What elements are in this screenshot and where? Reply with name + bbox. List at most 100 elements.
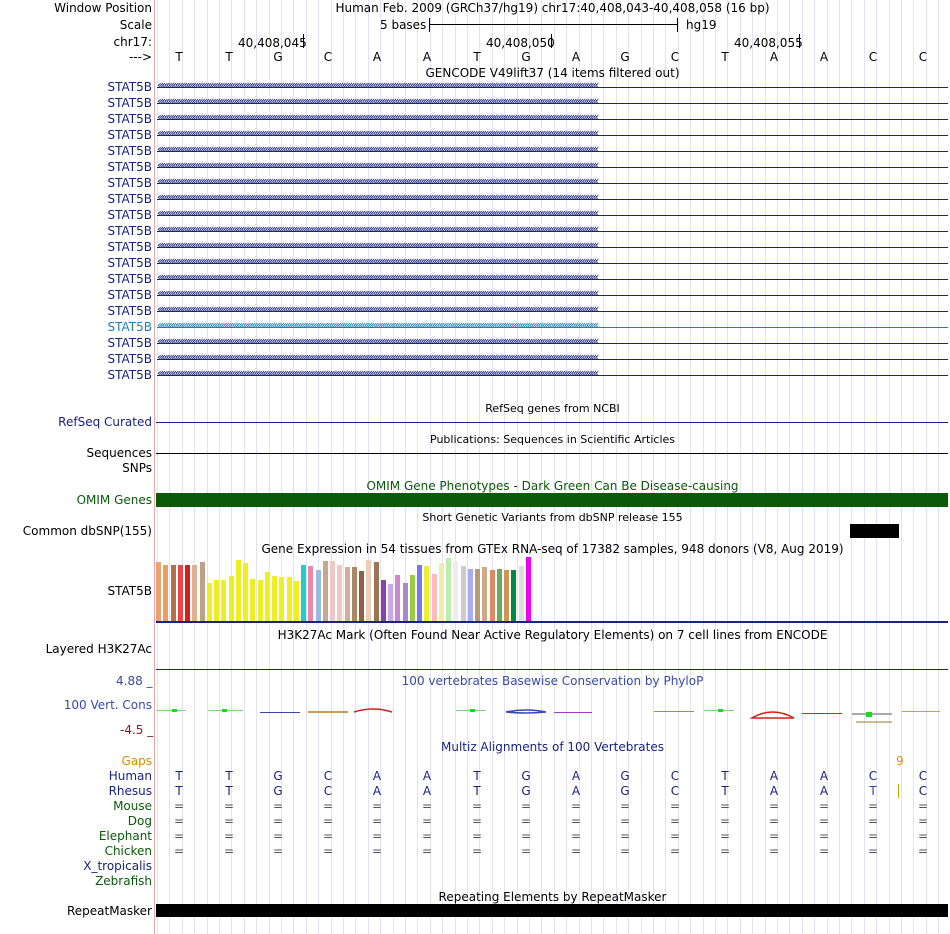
gtex-tissue-bar[interactable] (511, 570, 517, 621)
gtex-tissue-bar[interactable] (467, 569, 473, 621)
publications-label[interactable]: Sequences (86, 446, 152, 460)
gtex-tissue-bar[interactable] (453, 562, 459, 621)
gtex-tissue-bar[interactable] (264, 572, 270, 621)
gencode-transcript[interactable]: ‹‹‹‹‹‹‹‹‹‹‹‹‹‹‹‹‹‹‹‹‹‹‹‹‹‹‹‹‹‹‹‹‹‹‹‹‹‹‹‹… (157, 222, 599, 236)
gencode-transcript[interactable]: ‹‹‹‹‹‹‹‹‹‹‹‹‹‹‹‹‹‹‹‹‹‹‹‹‹‹‹‹‹‹‹‹‹‹‹‹‹‹‹‹… (157, 366, 599, 380)
gencode-item-label[interactable]: STAT5B (107, 128, 153, 142)
gencode-transcript[interactable]: ‹‹‹‹‹‹‹‹‹‹‹‹‹‹‹‹‹‹‹‹‹‹‹‹‹‹‹‹‹‹‹‹‹‹‹‹‹‹‹‹… (157, 174, 599, 188)
gencode-item-label[interactable]: STAT5B (107, 112, 153, 126)
gtex-tissue-bar[interactable] (496, 569, 502, 621)
dbsnp-label[interactable]: Common dbSNP(155) (22, 524, 152, 538)
gtex-tissue-bar[interactable] (272, 576, 277, 621)
gtex-tissue-bar[interactable] (395, 575, 401, 621)
multiz-species-label[interactable]: Zebrafish (95, 874, 152, 888)
gencode-item-label[interactable]: STAT5B (107, 144, 153, 158)
gencode-transcript[interactable]: ‹‹‹‹‹‹‹‹‹‹‹‹‹‹‹‹‹‹‹‹‹‹‹‹‹‹‹‹‹‹‹‹‹‹‹‹‹‹‹‹… (157, 286, 599, 300)
gtex-tissue-bar[interactable] (359, 571, 364, 621)
gtex-tissue-bar[interactable] (388, 584, 393, 621)
gencode-transcript[interactable]: ‹‹‹‹‹‹‹‹‹‹‹‹‹‹‹‹‹‹‹‹‹‹‹‹‹‹‹‹‹‹‹‹‹‹‹‹‹‹‹‹… (157, 350, 599, 364)
gtex-tissue-bar[interactable] (402, 583, 408, 621)
gencode-item-label[interactable]: STAT5B (107, 240, 153, 254)
gtex-tissue-bar[interactable] (257, 580, 263, 621)
multiz-species-label[interactable]: X_tropicalis (83, 859, 152, 873)
gencode-transcript[interactable]: ‹‹‹‹‹‹‹‹‹‹‹‹‹‹‹‹‹‹‹‹‹‹‹‹‹‹‹‹‹‹‹‹‹‹‹‹‹‹‹‹… (157, 78, 599, 92)
gencode-item-label[interactable]: STAT5B (107, 336, 153, 350)
gtex-tissue-bar[interactable] (489, 570, 495, 621)
phylop-wiggle[interactable] (156, 700, 948, 730)
gencode-item-label[interactable]: STAT5B (107, 208, 153, 222)
h3k27ac-track-line[interactable] (156, 669, 948, 670)
gtex-tissue-bar[interactable] (424, 566, 430, 621)
gencode-item-label[interactable]: STAT5B (107, 80, 153, 94)
phylop-label[interactable]: 100 Vert. Cons (63, 698, 152, 712)
gencode-item-label[interactable]: STAT5B (107, 160, 153, 174)
omim-track-bar[interactable] (156, 493, 948, 507)
gtex-tissue-bar[interactable] (243, 563, 248, 621)
gtex-tissue-bar[interactable] (417, 565, 422, 621)
gtex-tissue-bar[interactable] (438, 563, 444, 621)
refseq-track-line[interactable] (156, 422, 948, 423)
gtex-tissue-bar[interactable] (156, 562, 161, 621)
gencode-item-label[interactable]: STAT5B (107, 96, 153, 110)
gtex-tissue-bar[interactable] (214, 580, 219, 621)
gtex-tissue-bar[interactable] (344, 567, 350, 621)
gtex-tissue-bar[interactable] (308, 566, 314, 621)
multiz-species-label[interactable]: Rhesus (108, 784, 152, 798)
repeatmasker-label[interactable]: RepeatMasker (66, 904, 152, 918)
multiz-species-label[interactable]: Human (108, 769, 152, 783)
gtex-tissue-bar[interactable] (235, 560, 241, 621)
gtex-bar-chart[interactable] (156, 557, 556, 621)
multiz-species-label[interactable]: Mouse (113, 799, 152, 813)
snps-label[interactable]: SNPs (122, 461, 152, 475)
gtex-tissue-bar[interactable] (518, 566, 524, 621)
gencode-item-label[interactable]: STAT5B (107, 320, 153, 334)
gtex-tissue-bar[interactable] (460, 566, 466, 621)
repeatmasker-bar[interactable] (156, 904, 948, 917)
gencode-item-label[interactable]: STAT5B (107, 352, 153, 366)
gencode-transcript[interactable]: ‹‹‹‹‹‹‹‹‹‹‹‹‹‹‹‹‹‹‹‹‹‹‹‹‹‹‹‹‹‹‹‹‹‹‹‹‹‹‹‹… (157, 334, 599, 348)
gtex-tissue-bar[interactable] (351, 567, 357, 621)
dbsnp-variant[interactable] (850, 524, 899, 538)
gtex-tissue-bar[interactable] (301, 565, 306, 621)
gtex-tissue-bar[interactable] (228, 576, 234, 621)
h3k27ac-label[interactable]: Layered H3K27Ac (45, 642, 152, 656)
gtex-tissue-bar[interactable] (221, 580, 227, 621)
gencode-transcript[interactable]: ‹‹‹‹‹‹‹‹‹‹‹‹‹‹‹‹‹‹‹‹‹‹‹‹‹‹‹‹‹‹‹‹‹‹‹‹‹‹‹‹… (157, 142, 599, 156)
gtex-tissue-bar[interactable] (286, 577, 292, 621)
gencode-transcript[interactable]: ‹‹‹‹‹‹‹‹‹‹‹‹‹‹‹‹‹‹‹‹‹‹‹‹‹‹‹‹‹‹‹‹‹‹‹‹‹‹‹‹… (157, 254, 599, 268)
gencode-transcript[interactable]: ‹‹‹‹‹‹‹‹‹‹‹‹‹‹‹‹‹‹‹‹‹‹‹‹‹‹‹‹‹‹‹‹‹‹‹‹‹‹‹‹… (157, 302, 599, 316)
gtex-tissue-bar[interactable] (525, 557, 531, 621)
multiz-species-label[interactable]: Dog (127, 814, 152, 828)
gencode-transcript[interactable]: ‹‹‹‹‹‹‹‹‹‹‹‹‹‹‹‹‹‹‹‹‹‹‹‹‹‹‹‹‹‹‹‹‹‹‹‹‹‹‹‹… (157, 206, 599, 220)
gtex-tissue-bar[interactable] (192, 565, 198, 621)
gencode-item-label[interactable]: STAT5B (107, 256, 153, 270)
gencode-transcript[interactable]: ‹‹‹‹‹‹‹‹‹‹‹‹‹‹‹‹‹‹‹‹‹‹‹‹‹‹‹‹‹‹‹‹‹‹‹‹‹‹‹‹… (157, 158, 599, 172)
gencode-item-label[interactable]: STAT5B (107, 272, 153, 286)
gencode-item-label[interactable]: STAT5B (107, 368, 153, 382)
gencode-transcript[interactable]: ‹‹‹‹‹‹‹‹‹‹‹‹‹‹‹‹‹‹‹‹‹‹‹‹‹‹‹‹‹‹‹‹‹‹‹‹‹‹‹‹… (157, 190, 599, 204)
gtex-tissue-bar[interactable] (250, 579, 256, 621)
gtex-tissue-bar[interactable] (446, 558, 451, 621)
gtex-tissue-bar[interactable] (199, 562, 205, 621)
gtex-tissue-bar[interactable] (431, 574, 437, 621)
gtex-tissue-bar[interactable] (206, 583, 212, 621)
gencode-transcript[interactable]: ‹‹‹‹‹‹‹‹‹‹‹‹‹‹‹‹‹‹‹‹‹‹‹‹‹‹‹‹‹‹‹‹‹‹‹‹‹‹‹‹… (157, 238, 599, 252)
gtex-label[interactable]: STAT5B (107, 584, 153, 598)
gtex-tissue-bar[interactable] (475, 569, 480, 621)
gtex-tissue-bar[interactable] (366, 560, 372, 621)
gtex-tissue-bar[interactable] (504, 570, 509, 621)
gtex-tissue-bar[interactable] (163, 565, 169, 621)
refseq-label[interactable]: RefSeq Curated (58, 415, 152, 429)
multiz-species-label[interactable]: Elephant (98, 829, 152, 843)
gencode-transcript[interactable]: ‹‹‹‹‹‹‹‹‹‹‹‹‹‹‹‹‹‹‹‹‹‹‹‹‹‹‹‹‹‹‹‹‹‹‹‹‹‹‹‹… (157, 94, 599, 108)
gtex-tissue-bar[interactable] (482, 567, 488, 621)
gencode-item-label[interactable]: STAT5B (107, 176, 153, 190)
gtex-tissue-bar[interactable] (373, 562, 379, 621)
omim-label[interactable]: OMIM Genes (76, 493, 152, 507)
gtex-tissue-bar[interactable] (170, 565, 176, 621)
publications-track-line[interactable] (156, 453, 948, 454)
gencode-item-label[interactable]: STAT5B (107, 192, 153, 206)
multiz-species-label[interactable]: Chicken (104, 844, 152, 858)
gtex-tissue-bar[interactable] (185, 565, 190, 621)
gtex-tissue-bar[interactable] (315, 570, 321, 621)
